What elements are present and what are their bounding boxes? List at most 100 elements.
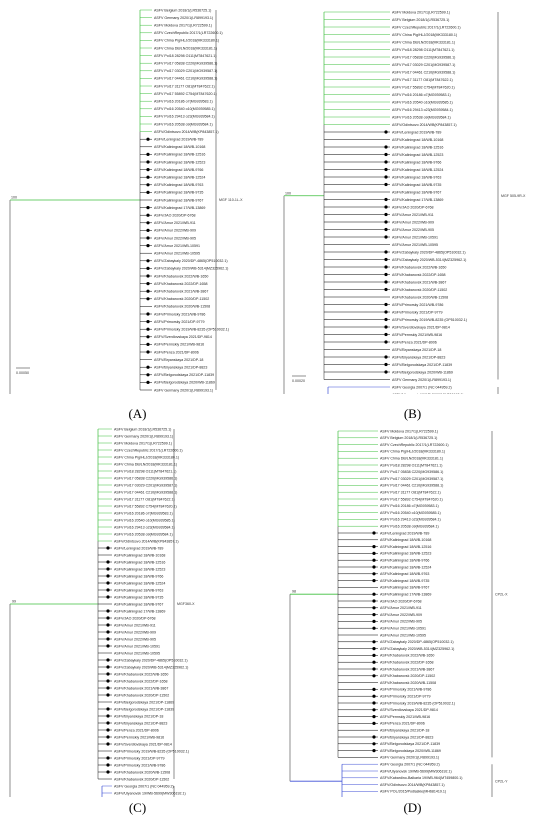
tip-label: ASFV/Kaliningrad 18/WB-12523 bbox=[154, 160, 205, 164]
tip-label: ASFV/Amur 2021/WB-10591 bbox=[380, 627, 426, 631]
sample-dot bbox=[384, 340, 388, 344]
tip-label: ASFV/Kaliningrad 17/WB-13869 bbox=[380, 593, 431, 597]
tip-label: ASFV/Sverdlovskaya 2021/DP-9814 bbox=[154, 335, 212, 339]
tip-label: ASFV/Kaliningrad 18/WB-9763 bbox=[154, 183, 203, 187]
tip-label: ASFV Belgium 2018/1(LR536725.1) bbox=[380, 436, 437, 440]
sample-dot bbox=[106, 644, 110, 648]
sample-dot bbox=[106, 595, 110, 599]
tip-label: ASFV Georgia 2007/1 (NC 044959.2) bbox=[392, 385, 452, 389]
sample-dot bbox=[372, 599, 376, 603]
tip-label: ASFV/Bryanskaya 2021/DP-8823 bbox=[380, 735, 433, 739]
tip-label: ASFV/Kaliningrad 18/WB-12524 bbox=[380, 565, 431, 569]
tip-label: ASFV/Kaliningrad 18/WB-9735 bbox=[154, 191, 203, 195]
tip-label: ASFV Pol17 55892 C754(MT847620.1) bbox=[114, 504, 177, 508]
tip-label: ASFV/Amur 2021/WB-10591 bbox=[114, 644, 160, 648]
sample-dot bbox=[384, 160, 388, 164]
sample-dot bbox=[372, 721, 376, 725]
sample-dot bbox=[372, 694, 376, 698]
tip-label: ASFV Pol17 31177 O81(MT847622.1) bbox=[380, 491, 441, 495]
tip-label: ASFV/Bryanskaya 2021/DP-18 bbox=[114, 714, 163, 718]
tip-label: ASFV/Zabaykaly 2020/WB-5314(MZ325962.1) bbox=[114, 665, 188, 669]
tip-label: ASFV/Bryanskaya 2021/DP-8823 bbox=[114, 721, 167, 725]
sample-dot bbox=[106, 623, 110, 627]
sample-dot bbox=[372, 674, 376, 678]
tip-label: ASFV/JAO 2020/DP-6768 bbox=[154, 214, 196, 218]
tip-label: ASFV/Kaliningrad 18/WB-9767 bbox=[114, 602, 163, 606]
tip-label: ASFV/Kaliningrad 18/WB-12523 bbox=[114, 567, 165, 571]
tip-label: ASFV/Khabarovsk 2022/DP-1658 bbox=[114, 679, 168, 683]
sample-dot bbox=[146, 213, 150, 217]
scale-label: 0.00020 bbox=[292, 379, 305, 383]
scale-label: 0.00050 bbox=[16, 371, 29, 375]
tip-label: ASFV Georgia 2007/1 (NC 044959.2) bbox=[114, 784, 174, 788]
tip-label: ASFV/Amur 2021/WB-911 bbox=[114, 623, 156, 627]
sample-dot bbox=[372, 626, 376, 630]
tip-label: ASFV Pol16 20538 o9(MG939584.1) bbox=[154, 122, 213, 126]
tip-label: ASFV Germany 2020/1(LR899193.1) bbox=[392, 378, 451, 382]
clade-x-label: MGF 505-9R-X bbox=[501, 194, 526, 198]
tip-label: ASFV/Khabarovsk 2022/WB-1650 bbox=[114, 672, 168, 676]
tip-label: ASFV Pol18 28298 O111(MT847621.1) bbox=[380, 463, 442, 467]
sample-dot bbox=[384, 182, 388, 187]
tip-label: ASFV/Khabarovsk 2020/DP-11502 bbox=[114, 777, 169, 781]
tip-label: ASFV/Belgorodskaya 2021/DP-11839 bbox=[380, 742, 440, 746]
tip-label: ASFV Pol17 05838 C220(MG939586.1) bbox=[114, 476, 177, 480]
sample-dot bbox=[372, 735, 376, 739]
tip-label: ASFV/Primorsky 2021/DP-9779 bbox=[114, 756, 165, 760]
sample-dot bbox=[106, 735, 110, 739]
tip-label: ASFV Pol16 29413 o23(MG939584.1) bbox=[114, 525, 175, 529]
tip-label: ASFV/Kaliningrad 18/WB-9767 bbox=[380, 586, 429, 590]
sample-dot bbox=[384, 205, 388, 209]
tip-label: ASFV/Khabarovsk 2020/WB-11508 bbox=[114, 770, 170, 774]
tip-label: ASFV China Pig/HLJ/2018(MK333180.1) bbox=[392, 33, 457, 37]
tree-b: ASFV Moldova 2017/1(LR722599.1) ASFV Belg… bbox=[283, 10, 526, 394]
tip-label: ASFV/Amur 2021/WB-10595 bbox=[392, 243, 438, 247]
panel-label-c: (C) bbox=[128, 800, 147, 815]
tip-label: ASFV/Amur 2022/WB-905 bbox=[114, 637, 156, 641]
tip-label: ASFV/Kaliningrad 17/WB-13869 bbox=[392, 198, 443, 202]
tip-label: ASFV/Kaliningrad 18/WB-12524 bbox=[154, 176, 205, 180]
sample-dot bbox=[146, 312, 150, 316]
sample-dot bbox=[106, 679, 110, 683]
tip-label: ASFV Pol17 31177 O81(MT847622.1) bbox=[392, 78, 453, 82]
sample-dot bbox=[106, 567, 110, 571]
tip-label: ASFV/Bryanskaya 2021/DP-18 bbox=[154, 358, 203, 362]
tip-label: ASFV/Primorsky 2021/WB-9786 bbox=[392, 303, 443, 307]
tip-label: ASFV/Kaliningrad 17/WB-13869 bbox=[114, 609, 165, 613]
tip-label: ASFV Belgium 2018/1(LR536725.1) bbox=[114, 427, 171, 431]
tip-label: ASFV/Belgorodskaya 2021/DP-11869 bbox=[114, 700, 174, 704]
sample-dot bbox=[372, 660, 376, 664]
tip-label: ASFV CzechRepublic 2017/1(LR722600.1) bbox=[380, 443, 449, 447]
tip-label: ASFV/Amur 2021/WB-10591 bbox=[154, 244, 200, 248]
tip-label: ASFV/Odintsovo 2014/WB(KP843857.1) bbox=[380, 783, 445, 787]
bootstrap-value-x: 100 bbox=[285, 191, 291, 195]
sample-dot bbox=[146, 236, 150, 240]
sample-dot bbox=[384, 272, 388, 277]
tip-label: ASFV/Kaliningrad 18/WB-9735 bbox=[392, 183, 441, 187]
tip-label: ASFV Pol16 29413 o23(MG939584.1) bbox=[154, 115, 215, 119]
sample-dot bbox=[146, 175, 150, 179]
sample-dot bbox=[372, 742, 376, 746]
tip-label: ASFV/Permskiy 2021/WB-9816 bbox=[114, 735, 164, 739]
tip-label: ASFV/Kaliningrad 17/WB-13869 bbox=[154, 206, 205, 210]
tip-label: ASFV/JAO 2020/DP-6768 bbox=[392, 205, 434, 209]
tip-label: ASFV/Khabarovsk 2020/WB-11508 bbox=[392, 295, 448, 299]
sample-dot bbox=[384, 302, 388, 307]
sample-dot bbox=[106, 672, 110, 676]
sample-dot bbox=[384, 310, 388, 314]
tip-label: ASFV/Kaliningrad 18/WB-9763 bbox=[380, 572, 429, 576]
sample-dot bbox=[146, 320, 150, 324]
tip-label: ASFV China Pig/HLJ/2018(MK333180.1) bbox=[154, 39, 219, 43]
tip-label: ASFV Pol16 20186 o7(MG939583.1) bbox=[154, 100, 213, 104]
tip-label: ASFV/Primorsky 2021/DP-9779 bbox=[392, 310, 443, 314]
tip-label: ASFV Pol18 28298 O111(MT847621.1) bbox=[114, 469, 176, 473]
tip-label: ASFV/Kaliningrad 18/WB-9766 bbox=[392, 160, 441, 164]
tip-label: ASFV/Kaliningrad 18/WB-10168 bbox=[392, 138, 443, 142]
tree-c: ASFV Belgium 2018/1(LR536725.1) ASFV Germ… bbox=[9, 427, 195, 797]
tip-label: ASFV/Belgorodskaya 2021/DP-11839 bbox=[154, 373, 214, 377]
tip-label: ASFV/Odintsovo 2014/WB(KP843857.1) bbox=[154, 130, 219, 134]
sample-dot bbox=[146, 350, 150, 354]
tip-label: ASFV/Khabarovsk 2020/DP-11502 bbox=[380, 674, 435, 678]
tip-label: ASFV/Khabarovsk 2022/DP-1658 bbox=[392, 273, 446, 277]
panel-label-d: (D) bbox=[403, 800, 422, 815]
